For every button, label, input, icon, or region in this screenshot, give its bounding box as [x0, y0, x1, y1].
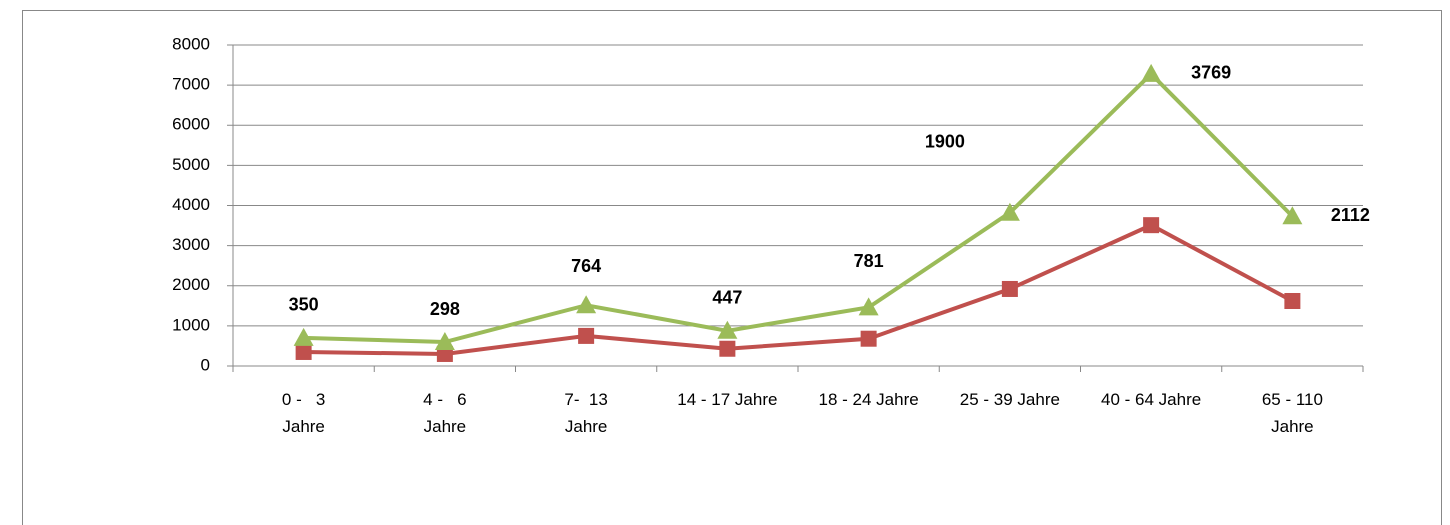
data-label: 2112	[1331, 205, 1370, 225]
marker	[576, 295, 597, 314]
marker	[999, 202, 1020, 221]
y-tick-label: 4000	[172, 195, 210, 214]
marker	[717, 320, 738, 339]
data-label: 1900	[925, 131, 965, 151]
marker	[719, 340, 736, 357]
y-tick-label: 3000	[172, 235, 210, 254]
marker	[295, 343, 312, 360]
y-tick-label: 8000	[172, 34, 210, 53]
marker	[858, 297, 879, 316]
x-tick-label: 14 - 17 Jahre	[677, 390, 778, 409]
y-tick-label: 7000	[172, 75, 210, 94]
y-tick-label: 6000	[172, 115, 210, 134]
x-tick-label: 25 - 39 Jahre	[959, 390, 1060, 409]
series-line	[303, 71, 1294, 345]
series-line	[303, 222, 1294, 356]
data-label: 447	[712, 288, 742, 308]
x-tick-label: 0 - 3 Jahre	[281, 390, 326, 436]
marker	[578, 327, 595, 344]
x-tick-label: 65 - 110 Jahre	[1261, 390, 1323, 436]
x-tick-label: 40 - 64 Jahre	[1101, 390, 1202, 409]
data-label: 764	[571, 256, 601, 276]
x-tick-label: 4 - 6 Jahre	[423, 390, 467, 436]
marker	[1282, 206, 1303, 225]
y-tick-label: 1000	[172, 315, 210, 334]
y-tick-label: 5000	[172, 155, 210, 174]
x-tick-label: 18 - 24 Jahre	[818, 390, 919, 409]
data-label: 781	[854, 251, 884, 271]
y-tick-label: 2000	[172, 275, 210, 294]
data-label: 3769	[1191, 63, 1231, 83]
marker	[1284, 292, 1301, 309]
data-label: 350	[289, 295, 319, 315]
marker	[1001, 280, 1018, 297]
marker	[1143, 217, 1160, 234]
x-tick-label: 7- 13 Jahre	[564, 390, 608, 436]
y-tick-label: 0	[201, 355, 210, 374]
marker	[434, 332, 455, 351]
chart-border	[22, 10, 1442, 525]
data-label: 298	[430, 299, 460, 319]
marker	[1141, 63, 1162, 82]
marker	[293, 327, 314, 346]
marker	[860, 330, 877, 347]
